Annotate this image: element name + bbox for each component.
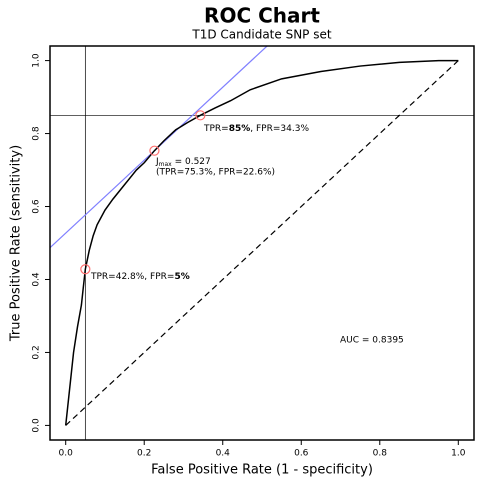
y-tick-label: 0.4 — [32, 272, 42, 287]
annotation-part: max — [159, 161, 173, 168]
annotation-part: 5% — [174, 272, 189, 282]
annotation: TPR=42.8%, FPR=5% — [90, 272, 190, 282]
annotation-part: J — [155, 157, 159, 167]
plot-area — [50, 46, 474, 440]
annotation: AUC = 0.8395 — [340, 336, 404, 346]
x-tick-label: 0.0 — [59, 449, 74, 459]
annotation-part: 85% — [229, 124, 251, 134]
annotation: Jmax = 0.527 — [155, 157, 211, 168]
roc-curve — [64, 59, 459, 426]
x-tick-label: 0.4 — [216, 449, 231, 459]
chart-subtitle: T1D Candidate SNP set — [191, 28, 331, 42]
x-tick-label: 1.0 — [451, 449, 466, 459]
y-tick-label: 1.0 — [32, 53, 42, 68]
highlight-point — [149, 145, 160, 156]
x-tick-label: 0.8 — [373, 449, 388, 459]
x-tick-label: 0.2 — [137, 449, 151, 459]
annotation-part: TPR=42.8%, FPR= — [90, 272, 174, 282]
y-tick-label: 0.8 — [32, 126, 42, 141]
y-axis-label: True Positive Rate (sensitivity) — [9, 145, 24, 342]
annotation: TPR=85%, FPR=34.3% — [203, 124, 309, 134]
highlight-point — [80, 264, 91, 275]
y-tick-label: 0.2 — [32, 345, 42, 359]
annotation-part: , FPR=34.3% — [250, 124, 309, 134]
y-tick-label: 0.6 — [32, 199, 42, 214]
chart-title: ROC Chart — [204, 4, 320, 28]
annotation-part: = 0.527 — [172, 157, 211, 167]
plot-frame — [49, 45, 475, 441]
highlight-point — [195, 110, 206, 121]
x-tick-label: 0.6 — [294, 449, 309, 459]
y-tick-label: 0.0 — [32, 418, 42, 433]
x-axis-label: False Positive Rate (1 - specificity) — [151, 463, 373, 478]
annotation: (TPR=75.3%, FPR=22.6%) — [156, 168, 275, 178]
annotation-part: TPR= — [203, 124, 229, 134]
